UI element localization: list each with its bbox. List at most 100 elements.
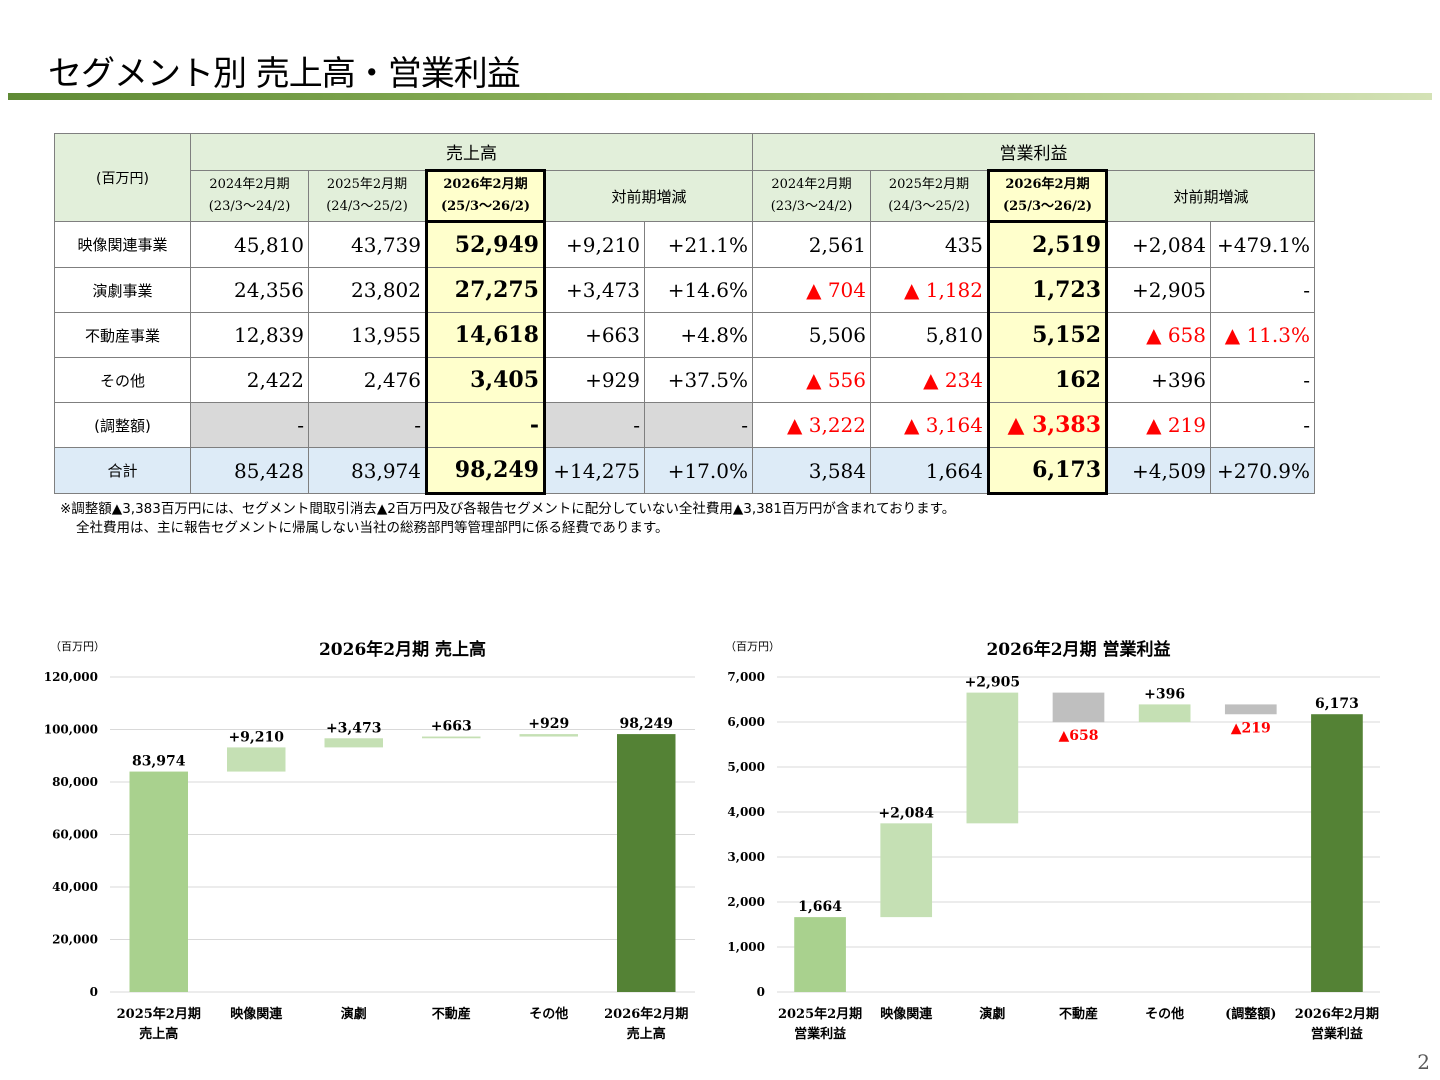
table-row: その他 2,422 2,476 3,405 +929 +37.5% ▲ 556 ▲ 234 16…	[54, 357, 1315, 403]
profit-cell: ▲ 234	[870, 357, 989, 403]
period-header: 2025年2月期 (24/3～25/2)	[308, 170, 427, 222]
data-label: +663	[431, 719, 472, 735]
profit-cell: +2,905	[1106, 267, 1211, 313]
table-row: 合計 85,428 83,974 98,249 +14,275 +17.0% 3,584 1,…	[54, 447, 1315, 495]
page-title: セグメント別 売上高・営業利益	[48, 54, 521, 94]
sales-cell: 98,249	[425, 447, 546, 495]
x-tick-label: 売上高	[627, 1026, 666, 1042]
profit-cell: 162	[987, 357, 1108, 403]
bar	[794, 917, 846, 992]
profit-cell: ▲ 704	[752, 267, 871, 313]
profit-cell: 6,173	[987, 447, 1108, 495]
chart-unit: （百万円）	[725, 640, 780, 653]
y-tick-label: 3,000	[727, 850, 765, 864]
period-header: 2025年2月期 (24/3～25/2)	[870, 170, 989, 222]
bar	[880, 823, 933, 918]
x-tick-label: 不動産	[432, 1006, 471, 1022]
y-tick-label: 0	[90, 985, 98, 999]
footnote-line: 全社費用は、主に報告セグメントに帰属しない当社の総務部門等管理部門に係る経費であ…	[76, 520, 669, 536]
profit-group-header: 営業利益	[752, 133, 1315, 171]
profit-cell: +479.1%	[1210, 221, 1315, 268]
data-label: 6,173	[1315, 696, 1359, 712]
table-row: 演劇事業 24,356 23,802 27,275 +3,473 +14.6% ▲ 704 ▲…	[54, 267, 1315, 313]
x-tick-label: 営業利益	[1311, 1026, 1363, 1042]
profit-cell: +2,084	[1106, 221, 1211, 268]
x-tick-label: 2025年2月期	[778, 1006, 862, 1022]
y-tick-label: 60,000	[52, 828, 98, 842]
x-tick-label: 2025年2月期	[117, 1006, 201, 1022]
x-tick-label: 不動産	[1059, 1006, 1098, 1022]
bar	[1311, 714, 1363, 992]
x-tick-label: 営業利益	[794, 1026, 846, 1042]
sales-cell: 85,428	[190, 447, 309, 494]
bar	[617, 734, 676, 992]
bar	[966, 692, 1019, 824]
current-period-header: 2026年2月期 (25/3～26/2)	[425, 169, 546, 223]
row-label: (調整額)	[54, 402, 191, 448]
y-tick-label: 100,000	[44, 723, 98, 737]
title-underline	[8, 93, 1432, 100]
sales-cell: +14,275	[544, 447, 645, 494]
profit-cell: ▲ 3,164	[870, 402, 989, 448]
sales-cell: 13,955	[308, 312, 427, 358]
bar	[227, 747, 286, 772]
sales-cell: 43,739	[308, 221, 427, 268]
y-tick-label: 5,000	[727, 760, 765, 774]
bar	[129, 771, 188, 992]
sales-cell: 2,476	[308, 357, 427, 403]
profit-cell: -	[1210, 357, 1315, 403]
profit-cell: 435	[870, 221, 989, 268]
bar	[1138, 704, 1191, 723]
y-tick-label: 40,000	[52, 880, 98, 894]
profit-cell: 1,664	[870, 447, 989, 494]
data-label: 83,974	[132, 754, 186, 770]
x-tick-label: 2026年2月期	[1295, 1006, 1379, 1022]
sales-cell: -	[425, 402, 546, 448]
sales-cell: +929	[544, 357, 645, 403]
profit-cell: 3,584	[752, 447, 871, 494]
profit-cell: 5,810	[870, 312, 989, 358]
sales-cell: -	[190, 402, 309, 448]
data-label: ▲658	[1059, 728, 1099, 744]
chart-unit: （百万円）	[50, 640, 105, 653]
y-tick-label: 20,000	[52, 933, 98, 947]
yoy-header: 対前期増減	[1106, 170, 1315, 222]
bar	[1052, 692, 1105, 723]
row-label: 不動産事業	[54, 312, 191, 358]
table-row: 映像関連事業 45,810 43,739 52,949 +9,210 +21.1% 2,56…	[54, 221, 1315, 268]
profit-cell: ▲ 658	[1106, 312, 1211, 358]
x-tick-label: その他	[529, 1006, 568, 1022]
profit-cell: 1,723	[987, 267, 1108, 313]
sales-cell: +663	[544, 312, 645, 358]
x-tick-label: 売上高	[139, 1026, 178, 1042]
bar	[422, 736, 481, 739]
current-period-header: 2026年2月期 (25/3～26/2)	[987, 169, 1108, 223]
profit-cell: ▲ 3,222	[752, 402, 871, 448]
x-tick-label: 演劇	[979, 1006, 1005, 1022]
data-label: 98,249	[619, 716, 673, 732]
row-label: 映像関連事業	[54, 221, 191, 268]
profit-cell: ▲ 219	[1106, 402, 1211, 448]
sales-cell: +9,210	[544, 221, 645, 268]
profit-waterfall-chart: （百万円） 2026年2月期 営業利益 0 1,000 2,000 3,000 4,000 5…	[725, 639, 1380, 1042]
profit-cell: ▲ 11.3%	[1210, 312, 1315, 358]
chart-title: 2026年2月期 売上高	[319, 639, 486, 660]
sales-cell: -	[544, 402, 645, 448]
page-number: 2	[1417, 1050, 1430, 1074]
sales-cell: +4.8%	[644, 312, 753, 358]
profit-cell: 5,152	[987, 312, 1108, 358]
y-tick-label: 1,000	[727, 940, 765, 954]
data-label: +2,084	[878, 805, 934, 821]
sales-cell: 2,422	[190, 357, 309, 403]
y-tick-label: 120,000	[44, 670, 98, 684]
row-label: 合計	[54, 447, 191, 494]
sales-cell: 12,839	[190, 312, 309, 358]
sales-cell: 14,618	[425, 312, 546, 358]
sales-cell: 23,802	[308, 267, 427, 313]
sales-cell: 83,974	[308, 447, 427, 494]
row-label: その他	[54, 357, 191, 403]
profit-cell: +270.9%	[1210, 447, 1315, 494]
sales-group-header: 売上高	[190, 133, 753, 171]
sales-cell: +17.0%	[644, 447, 753, 494]
bar	[519, 734, 578, 737]
